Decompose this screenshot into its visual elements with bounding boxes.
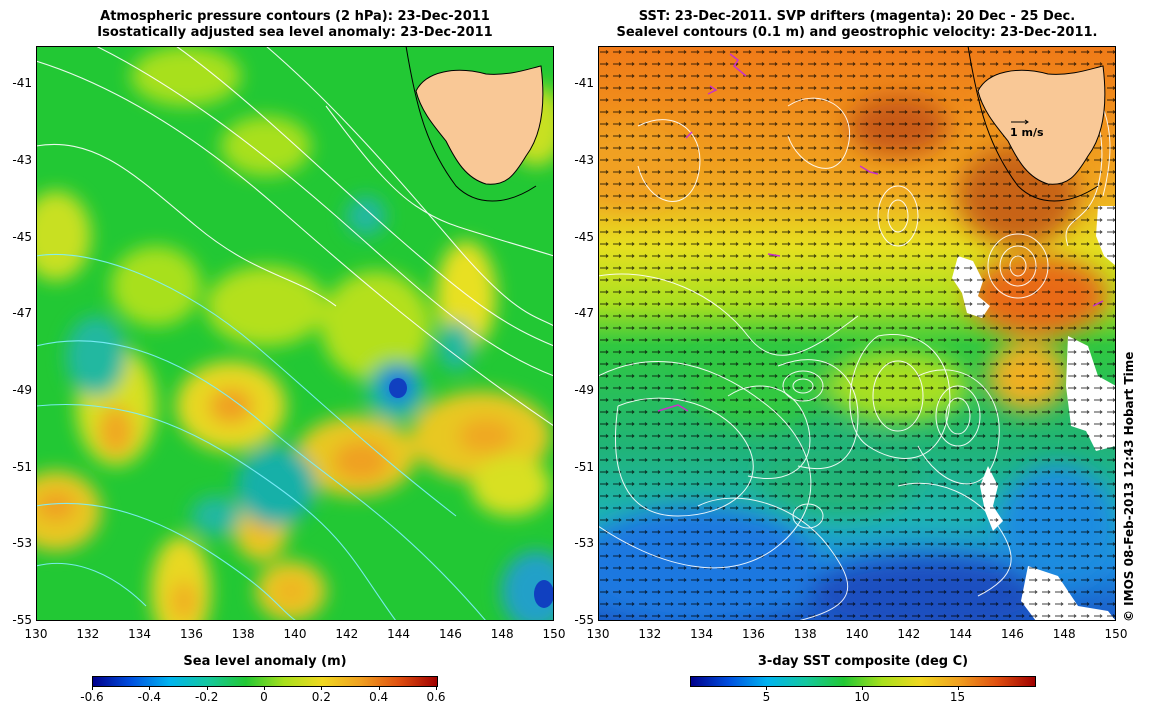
bathymetry-contour <box>405 46 537 202</box>
latitude-tick-label: -55 <box>12 613 32 627</box>
colorbar-tick-mark <box>206 686 208 690</box>
left-title-line2: Isostatically adjusted sea level anomaly… <box>97 25 493 40</box>
latitude-tick-label: -49 <box>12 383 32 397</box>
latitude-tick-label: -43 <box>574 153 594 167</box>
latitude-tick-label: -55 <box>574 613 594 627</box>
colorbar-tick-label: 0 <box>260 690 268 704</box>
bathymetry-contour <box>967 46 1099 202</box>
longitude-tick-label: 140 <box>845 627 869 641</box>
right-title-line2: Sealevel contours (0.1 m) and geostrophi… <box>616 25 1098 40</box>
colorbar-tick-mark <box>957 686 959 690</box>
longitude-tick-label: 150 <box>1104 627 1128 641</box>
longitude-tick-label: 144 <box>387 627 411 641</box>
sst-field <box>598 46 1116 621</box>
latitude-tick-label: -51 <box>12 459 32 474</box>
sst-map[interactable]: 1 m/s <box>598 46 1116 621</box>
latitude-tick-label: -45 <box>574 229 594 244</box>
colorbar-tick-label: -0.6 <box>80 690 104 704</box>
latitude-tick-label: -41 <box>12 76 32 91</box>
right-title-line1: SST: 23-Dec-2011. SVP drifters (magenta)… <box>638 9 1076 24</box>
latitude-tick-label: -43 <box>12 153 32 167</box>
velocity-scale-label: 1 m/s <box>1010 126 1044 139</box>
longitude-tick-label: 146 <box>1000 627 1024 641</box>
latitude-tick-label: -53 <box>574 536 594 551</box>
longitude-tick-label: 136 <box>179 627 203 641</box>
sea-level-anomaly-map[interactable] <box>36 46 554 621</box>
longitude-tick-label: 132 <box>638 627 662 641</box>
tasmania-land <box>977 65 1106 185</box>
longitude-tick-label: 134 <box>690 627 714 641</box>
colorbar-tick-label: 0.2 <box>311 690 331 704</box>
longitude-tick-label: 140 <box>283 627 307 641</box>
longitude-tick-label: 142 <box>897 627 921 641</box>
left-map-title: Atmospheric pressure contours (2 hPa): 2… <box>36 9 554 41</box>
right-colorbar-title: 3-day SST composite (deg C) <box>757 654 969 669</box>
colorbar-tick-mark <box>862 686 863 690</box>
sea-level-anomaly-field <box>36 46 554 621</box>
latitude-tick-label: -45 <box>12 229 32 244</box>
velocity-scale-arrow <box>1011 119 1029 125</box>
longitude-tick-label: 148 <box>1052 627 1076 641</box>
colorbar-tick-label: 5 <box>762 690 771 704</box>
tasmania-land <box>415 65 544 185</box>
colorbar-tick-label: 0.4 <box>369 690 389 704</box>
latitude-tick-label: -47 <box>574 306 594 321</box>
latitude-tick-label: -49 <box>574 383 594 397</box>
longitude-tick-label: 148 <box>490 627 514 641</box>
low-anomaly-corner <box>534 580 554 608</box>
longitude-tick-label: 146 <box>438 627 462 641</box>
longitude-tick-label: 134 <box>128 627 152 641</box>
longitude-tick-label: 150 <box>542 627 566 641</box>
longitude-tick-label: 130 <box>586 627 610 641</box>
latitude-tick-label: -51 <box>574 459 594 474</box>
pressure-contours-cyan <box>36 253 487 621</box>
latitude-tick-label: -53 <box>12 536 32 551</box>
left-colorbar <box>92 676 438 687</box>
colorbar-tick-mark <box>321 686 323 690</box>
left-title-line1: Atmospheric pressure contours (2 hPa): 2… <box>100 9 490 24</box>
left-colorbar-title: Sea level anomaly (m) <box>183 654 347 669</box>
copyright-text: © IMOS 08-Feb-2013 12:43 Hobart Time <box>1122 351 1136 622</box>
colorbar-tick-mark <box>149 686 151 690</box>
low-anomaly-core <box>389 378 407 398</box>
latitude-tick-label: -41 <box>574 76 594 91</box>
right-colorbar <box>690 676 1036 687</box>
longitude-tick-label: 136 <box>741 627 765 641</box>
pressure-contours <box>36 46 554 427</box>
colorbar-tick-mark <box>766 686 768 690</box>
colorbar-tick-label: 0.6 <box>426 690 446 704</box>
longitude-tick-label: 132 <box>76 627 100 641</box>
colorbar-tick-mark <box>92 686 93 690</box>
colorbar-tick-mark <box>378 686 380 690</box>
colorbar-tick-mark <box>436 686 437 690</box>
longitude-tick-label: 144 <box>949 627 973 641</box>
right-map-title: SST: 23-Dec-2011. SVP drifters (magenta)… <box>598 9 1116 41</box>
longitude-tick-label: 138 <box>231 627 255 641</box>
longitude-tick-label: 130 <box>24 627 48 641</box>
longitude-tick-label: 142 <box>335 627 359 641</box>
svp-drifter-tracks <box>657 53 1104 412</box>
colorbar-tick-label: -0.4 <box>137 690 162 704</box>
colorbar-tick-label: 10 <box>854 690 870 704</box>
colorbar-tick-mark <box>264 686 265 690</box>
longitude-tick-label: 138 <box>793 627 817 641</box>
colorbar-tick-label: 15 <box>949 690 966 704</box>
latitude-tick-label: -47 <box>12 306 32 321</box>
colorbar-tick-label: -0.2 <box>194 690 219 704</box>
